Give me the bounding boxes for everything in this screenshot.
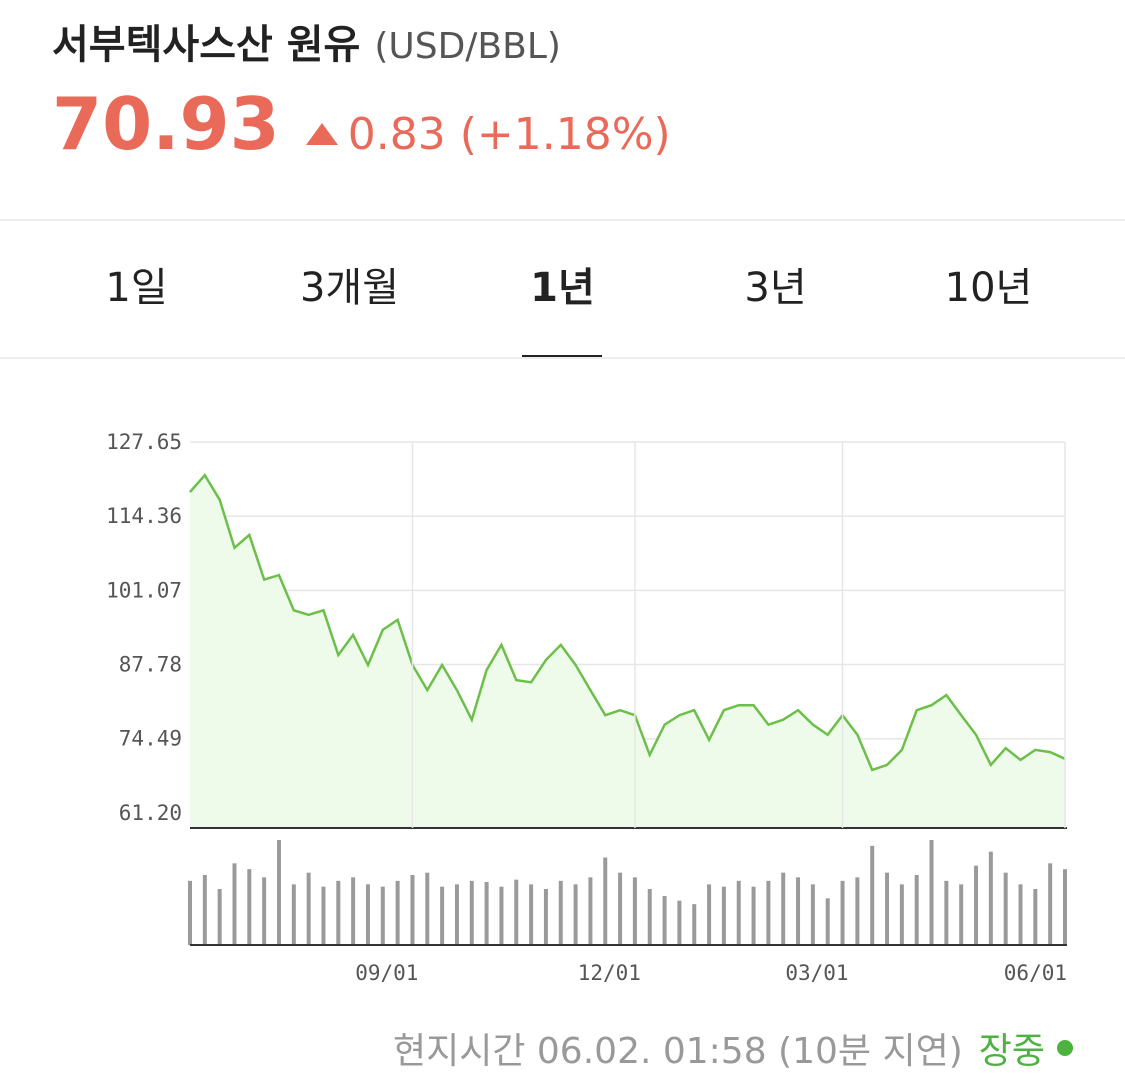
- volume-bar: [677, 900, 682, 945]
- x-tick-label: 06/01: [1004, 961, 1067, 985]
- unit: (USD/BBL): [374, 26, 561, 67]
- change-pct: (+1.18%): [459, 109, 671, 160]
- volume-bar: [1003, 872, 1008, 945]
- volume-bar: [321, 886, 326, 945]
- y-tick-label: 101.07: [106, 578, 182, 602]
- up-arrow: [305, 123, 338, 145]
- footer: 현지시간 06.02. 01:58 (10분 지연) 장중: [393, 1022, 1073, 1074]
- status: 장중: [978, 1031, 1045, 1072]
- volume-bar: [247, 869, 252, 945]
- y-tick-label: 87.78: [119, 653, 182, 677]
- volume-bar: [1063, 869, 1067, 945]
- volume-bar: [959, 884, 964, 945]
- volume-bar: [618, 872, 623, 945]
- volume-bar: [899, 884, 904, 945]
- tab[interactable]: 1년: [530, 265, 595, 311]
- chart: 61.20 74.49 87.78 101.07 114.36 127.65 09/01 12…: [106, 430, 1067, 985]
- tab[interactable]: 1일: [105, 265, 168, 311]
- volume-bar: [202, 875, 207, 945]
- volume-bar: [573, 884, 578, 945]
- y-tick-label: 114.36: [106, 504, 182, 528]
- tab[interactable]: 3개월: [299, 265, 400, 311]
- volume-bar: [276, 840, 281, 945]
- volume-bar: [766, 880, 771, 945]
- volume-bar: [796, 877, 801, 945]
- volume-bar: [692, 904, 697, 945]
- volume-bar: [825, 898, 830, 945]
- title: 서부텍사스산 원유: [52, 22, 361, 68]
- tab[interactable]: 10년: [944, 265, 1033, 311]
- volume-bar: [781, 872, 786, 945]
- volume-bar: [736, 880, 741, 945]
- price-line: [189, 473, 1066, 772]
- volume-bar: [988, 851, 993, 945]
- volume-bar: [336, 880, 341, 945]
- volume-bar: [974, 865, 979, 945]
- volume-bar: [365, 884, 370, 945]
- volume-bar: [395, 880, 400, 945]
- volume-bar: [306, 872, 311, 945]
- area: [190, 475, 1065, 828]
- header: 서부텍사스산 원유 (USD/BBL): [52, 12, 561, 70]
- y-tick-label: 61.20: [119, 801, 182, 825]
- volume-bar: [351, 877, 356, 945]
- separator: [0, 219, 1125, 221]
- volume-bar: [885, 872, 890, 945]
- volume-bar: [751, 886, 756, 945]
- time: 현지시간 06.02. 01:58 (10분 지연): [392, 1031, 963, 1072]
- volume-bar: [514, 879, 519, 945]
- price: 70.93: [52, 82, 280, 166]
- volume-bar: [603, 857, 608, 945]
- tab-underline: [522, 355, 602, 358]
- volume-bar: [707, 884, 712, 945]
- volume-bar: [632, 877, 637, 945]
- volume-bar: [484, 882, 489, 945]
- tab[interactable]: 3년: [744, 265, 807, 311]
- volume-bar: [944, 880, 949, 945]
- volume-bar: [469, 880, 474, 945]
- y-tick-label: 74.49: [119, 727, 182, 751]
- y-tick-label: 127.65: [106, 430, 182, 454]
- price-row: 70.93 0.83 (+1.18%): [52, 82, 671, 166]
- volume-bar: [1033, 889, 1038, 945]
- volume-bar: [291, 884, 296, 945]
- volume-bar: [929, 840, 934, 945]
- volume-bar: [1048, 863, 1053, 945]
- volume-bar: [662, 896, 667, 945]
- volume-bar: [499, 886, 504, 945]
- volume-bar: [870, 845, 875, 945]
- volume-bar: [262, 877, 267, 945]
- volume-bar: [543, 889, 548, 945]
- volume-bar: [840, 880, 845, 945]
- volume-bar: [914, 875, 919, 945]
- volume-bar: [425, 872, 430, 945]
- x-tick-label: 09/01: [355, 961, 418, 985]
- volume-bar: [380, 886, 385, 945]
- volume-bar: [558, 880, 563, 945]
- volume-bar: [529, 884, 534, 945]
- volume-bar: [188, 880, 192, 945]
- volume-bar: [232, 863, 237, 945]
- volume-bar: [440, 886, 445, 945]
- volume-bar: [588, 877, 593, 945]
- volume-bar: [721, 886, 726, 945]
- x-tick-label: 12/01: [578, 961, 641, 985]
- volume-bar: [217, 889, 222, 945]
- volume-bar: [454, 884, 459, 945]
- volume-bar: [647, 889, 652, 945]
- volume-bar: [810, 884, 815, 945]
- change: 0.83: [347, 109, 446, 160]
- tabs: 1일 3개월 1년 3년 10년: [30, 255, 1095, 313]
- x-tick-label: 03/01: [785, 961, 848, 985]
- separator: [0, 357, 1125, 359]
- volume-bar: [410, 875, 415, 945]
- volume-bar: [855, 877, 860, 945]
- volume-bar: [1018, 884, 1023, 945]
- status-dot: [1057, 1040, 1073, 1056]
